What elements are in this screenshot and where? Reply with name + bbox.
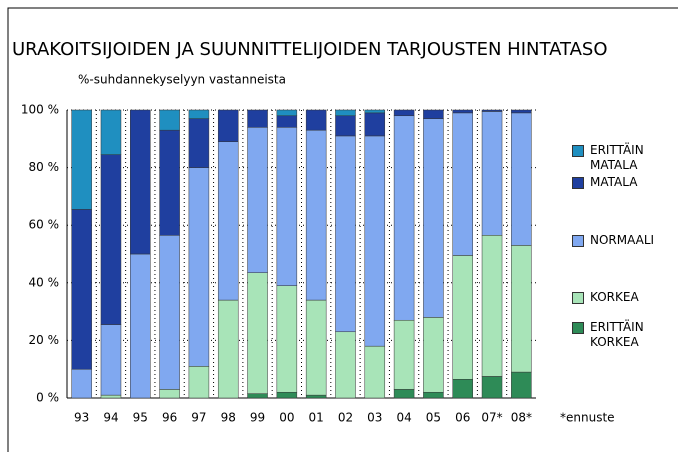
bar-segment [511, 245, 532, 373]
bar-segment [393, 109, 415, 117]
x-tick-label: 05 [426, 411, 441, 425]
bar-segment [247, 393, 268, 399]
bar-segment [364, 109, 386, 114]
bar-segment [364, 112, 386, 137]
bar-segment [305, 299, 327, 396]
bar-segment [159, 129, 180, 236]
x-tick-label: 95 [133, 411, 148, 425]
bar-segment [159, 109, 180, 131]
x-tick-label: 93 [74, 411, 89, 425]
bar-segment [188, 366, 210, 399]
bar-segment [130, 253, 151, 399]
x-tick-label: 06 [455, 411, 470, 425]
x-tick-label: 07* [481, 411, 502, 425]
frame [7, 7, 678, 452]
bar-segment [511, 371, 532, 399]
x-tick-label: 97 [191, 411, 206, 425]
bar-segment [247, 127, 268, 273]
chart-title: URAKOITSIJOIDEN JA SUUNNITTELIJOIDEN TAR… [12, 39, 608, 60]
x-tick-label: 98 [221, 411, 236, 425]
bar-segment [452, 379, 473, 399]
y-tick-label: 60 % [29, 218, 60, 232]
legend-swatch [572, 292, 584, 304]
bar-segment [247, 109, 268, 128]
x-tick-label: 96 [162, 411, 177, 425]
x-tick-label: 02 [338, 411, 353, 425]
legend-swatch [572, 145, 584, 157]
bar-segment [481, 111, 503, 236]
legend-swatch [572, 322, 584, 334]
bar-segment [71, 209, 92, 370]
bar-segment [188, 109, 210, 119]
bar-segment [393, 319, 415, 390]
bar-segment [71, 109, 92, 210]
bar-segment [423, 109, 444, 119]
bar-segment [511, 109, 532, 114]
bar-segment [423, 118, 444, 318]
y-tick-label: 80 % [29, 160, 60, 174]
bar-segment [188, 167, 210, 367]
legend-label: ERITTÄIN KORKEA [590, 320, 644, 349]
bar-segment [100, 154, 122, 325]
note: *ennuste [560, 411, 615, 425]
legend-label: KORKEA [590, 290, 639, 304]
bar-segment [188, 118, 210, 168]
x-tick-label: 00 [279, 411, 294, 425]
bar-segment [423, 391, 444, 399]
bar-segment [481, 109, 503, 112]
bar-segment [276, 109, 298, 117]
bar-segment [159, 389, 180, 399]
bar-segment [393, 115, 415, 321]
x-tick-label: 08* [511, 411, 532, 425]
bar-segment [393, 389, 415, 399]
y-tick-label: 0 % [36, 391, 59, 405]
legend-swatch [572, 235, 584, 247]
bar-segment [276, 285, 298, 393]
bar-segment [305, 109, 327, 131]
x-tick-label: 01 [309, 411, 324, 425]
legend-swatch [572, 177, 584, 189]
bar-segment [481, 376, 503, 399]
bar-segment [217, 141, 239, 301]
bar-segment [335, 115, 356, 137]
bar-segment [423, 317, 444, 393]
x-tick-label: 99 [250, 411, 265, 425]
bar-segment [305, 394, 327, 399]
legend-label: NORMAALI [590, 233, 655, 247]
bar-segment [452, 255, 473, 380]
bar-segment [335, 135, 356, 333]
bar-segment [247, 272, 268, 394]
bar-segment [71, 368, 92, 399]
x-tick-label: 03 [367, 411, 382, 425]
bar-segment [130, 109, 151, 255]
x-tick-label: 04 [396, 411, 411, 425]
bar-segment [335, 331, 356, 399]
bar-segment [276, 391, 298, 399]
bar-segment [159, 235, 180, 390]
bar-segment [100, 394, 122, 399]
bar-segment [217, 299, 239, 399]
bar-segment [305, 129, 327, 301]
bar-segment [452, 112, 473, 256]
bar-segment [276, 115, 298, 128]
chart-subtitle: %-suhdannekyselyyn vastanneista [78, 73, 286, 87]
bar-segment [100, 109, 122, 155]
x-tick-label: 94 [103, 411, 118, 425]
bar-segment [364, 135, 386, 347]
legend-label: MATALA [590, 175, 638, 189]
bar-segment [217, 109, 239, 142]
bar-segment [364, 345, 386, 399]
bar-segment [335, 109, 356, 117]
y-tick-label: 40 % [29, 275, 60, 289]
bar-segment [481, 235, 503, 377]
y-tick-label: 100 % [21, 103, 59, 117]
bar-segment [276, 127, 298, 286]
y-tick-label: 20 % [29, 333, 60, 347]
bar-segment [452, 109, 473, 114]
bar-segment [100, 324, 122, 396]
bar-segment [511, 112, 532, 246]
legend-label: ERITTÄIN MATALA [590, 143, 644, 172]
